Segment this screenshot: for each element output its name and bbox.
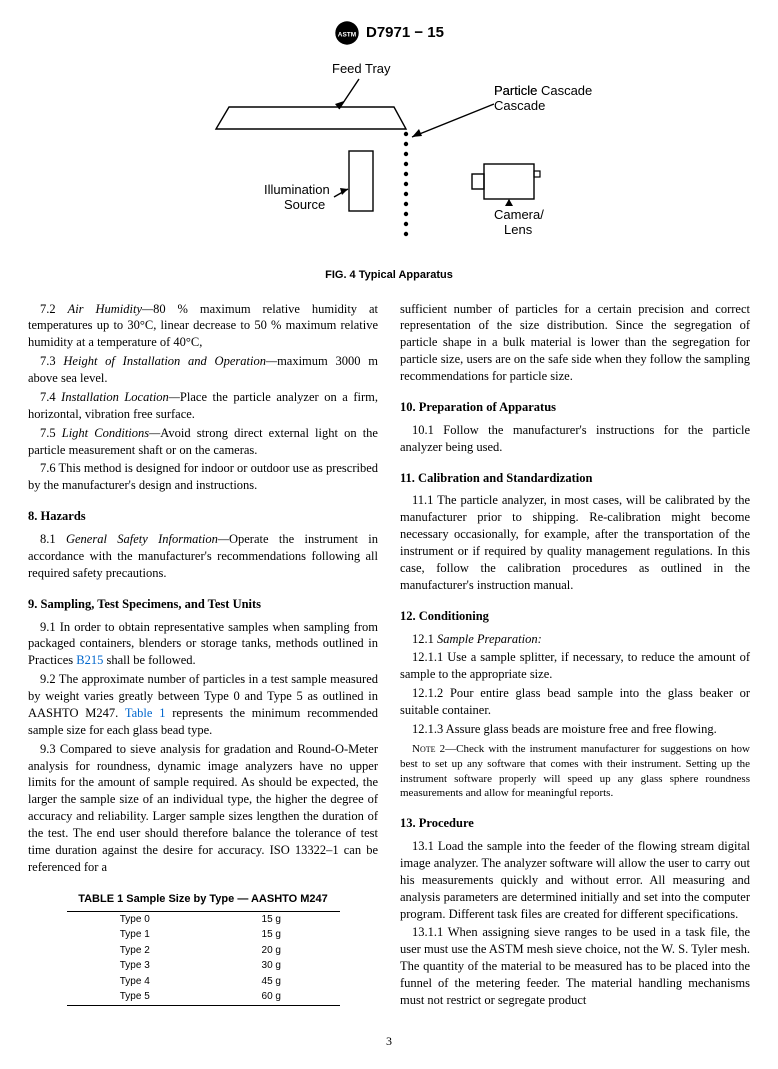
figure-caption: FIG. 4 Typical Apparatus	[28, 268, 750, 283]
para-11-1: 11.1 The particle analyzer, in most case…	[400, 492, 750, 593]
link-table1[interactable]: Table 1	[125, 706, 166, 720]
table-title: TABLE 1 Sample Size by Type — AASHTO M24…	[28, 892, 378, 907]
para-9-1: 9.1 In order to obtain representative sa…	[28, 619, 378, 670]
section-13: 13. Procedure	[400, 815, 750, 832]
section-10: 10. Preparation of Apparatus	[400, 399, 750, 416]
para-7-3: 7.3 Height of Installation and Operation…	[28, 353, 378, 387]
section-8: 8. Hazards	[28, 508, 378, 525]
figure-4: Feed Tray Particle Cascade ParticleCasca…	[28, 59, 750, 283]
para-8-1: 8.1 General Safety Information—Operate t…	[28, 531, 378, 582]
para-7-4: 7.4 Installation Location—Place the part…	[28, 389, 378, 423]
section-11: 11. Calibration and Standardization	[400, 470, 750, 487]
table-row: Type 445 g	[67, 974, 340, 990]
para-9-3-cont: sufficient number of particles for a cer…	[400, 301, 750, 385]
section-9: 9. Sampling, Test Specimens, and Test Un…	[28, 596, 378, 613]
label-illumination: IlluminationSource	[264, 182, 330, 212]
para-13-1-1: 13.1.1 When assigning sieve ranges to be…	[400, 924, 750, 1008]
label-feed-tray: Feed Tray	[332, 61, 391, 76]
designation: D7971 − 15	[366, 23, 444, 43]
note-2: Note 2—Check with the instrument manufac…	[400, 742, 750, 801]
para-12-1-1: 12.1.1 Use a sample splitter, if necessa…	[400, 649, 750, 683]
para-7-5: 7.5 Light Conditions—Avoid strong direct…	[28, 425, 378, 459]
para-7-6: 7.6 This method is designed for indoor o…	[28, 460, 378, 494]
section-12: 12. Conditioning	[400, 608, 750, 625]
para-9-2: 9.2 The approximate number of particles …	[28, 671, 378, 739]
table-row: Type 115 g	[67, 927, 340, 943]
table-row: Type 330 g	[67, 958, 340, 974]
para-13-1: 13.1 Load the sample into the feeder of …	[400, 838, 750, 922]
table-1: TABLE 1 Sample Size by Type — AASHTO M24…	[28, 892, 378, 1006]
label-camera: Camera/Lens	[494, 207, 544, 237]
page-header: ASTM D7971 − 15	[28, 20, 750, 51]
link-b215[interactable]: B215	[76, 653, 103, 667]
para-12-1-3: 12.1.3 Assure glass beads are moisture f…	[400, 721, 750, 738]
table-row: Type 015 g	[67, 911, 340, 927]
para-7-2: 7.2 Air Humidity—80 % maximum relative h…	[28, 301, 378, 352]
para-12-1-2: 12.1.2 Pour entire glass bead sample int…	[400, 685, 750, 719]
astm-logo-icon: ASTM	[334, 20, 360, 46]
table-row: Type 560 g	[67, 989, 340, 1005]
para-9-3: 9.3 Compared to sieve analysis for grada…	[28, 741, 378, 876]
table-row: Type 220 g	[67, 943, 340, 959]
para-10-1: 10.1 Follow the manufacturer's instructi…	[400, 422, 750, 456]
para-12-1: 12.1 Sample Preparation:	[400, 631, 750, 648]
body-columns: 7.2 Air Humidity—80 % maximum relative h…	[28, 301, 750, 1009]
svg-text:ASTM: ASTM	[338, 31, 356, 38]
